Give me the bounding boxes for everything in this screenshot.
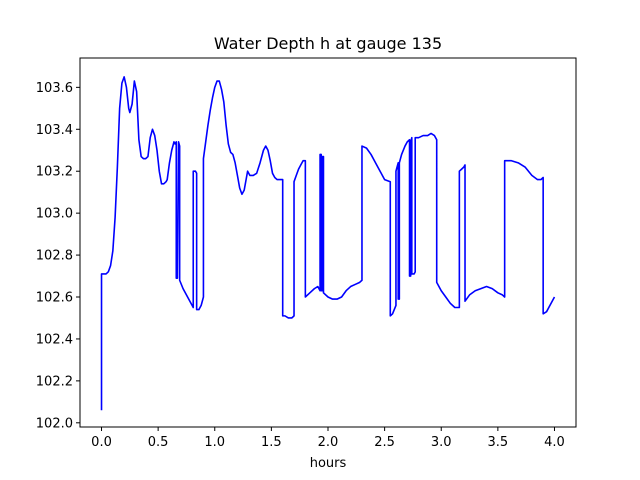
x-tick-label: 3.0 (431, 435, 452, 450)
y-tick-label: 103.2 (36, 165, 73, 180)
y-tick-label: 103.4 (36, 123, 73, 138)
y-tick-label: 102.8 (36, 249, 73, 264)
x-axis-label: hours (310, 456, 347, 471)
x-tick-label: 2.5 (374, 435, 395, 450)
x-tick-label: 2.0 (318, 435, 339, 450)
x-tick-label: 0.5 (148, 435, 169, 450)
x-tick-label: 1.5 (261, 435, 282, 450)
x-tick-label: 4.0 (544, 435, 565, 450)
y-axis-ticks: 102.0 102.2 102.4 102.6 102.8 103.0 103.2 103.4… (36, 81, 80, 431)
chart-title: Water Depth h at gauge 135 (214, 34, 442, 53)
y-tick-label: 102.4 (36, 332, 73, 347)
y-tick-label: 102.0 (36, 416, 73, 431)
y-tick-label: 103.0 (36, 207, 73, 222)
x-axis-ticks: 0.0 0.5 1.0 1.5 2.0 2.5 3.0 3.5 4.0 (91, 427, 565, 450)
y-tick-label: 102.2 (36, 374, 73, 389)
y-tick-label: 103.6 (36, 81, 73, 96)
x-tick-label: 0.0 (91, 435, 112, 450)
x-tick-label: 3.5 (488, 435, 509, 450)
y-tick-label: 102.6 (36, 291, 73, 306)
series-line-water-depth (100, 76, 556, 411)
x-tick-label: 1.0 (204, 435, 225, 450)
